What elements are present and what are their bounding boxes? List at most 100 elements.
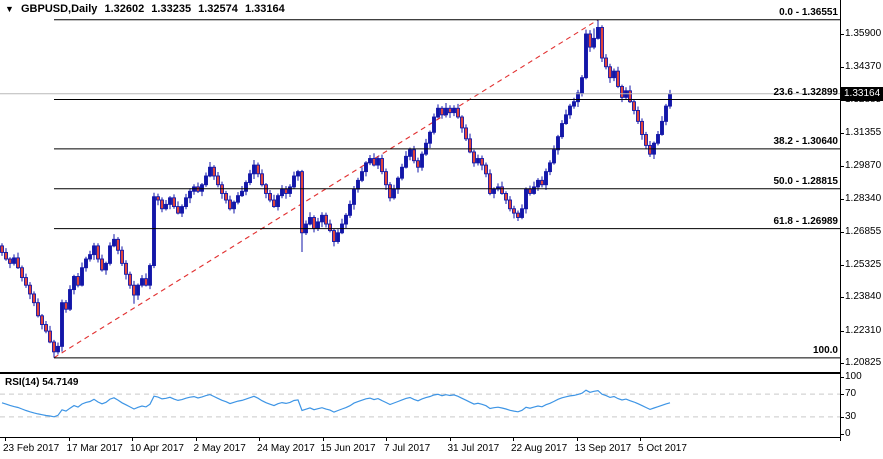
bear-candle (648, 144, 652, 155)
bull-candle (548, 162, 552, 173)
fib-level-label: 100.0 (812, 344, 838, 356)
bull-candle (568, 105, 572, 116)
close-value: 1.33164 (244, 3, 285, 15)
bull-candle (180, 206, 184, 214)
bull-candle (392, 188, 396, 199)
time-axis-label: 7 Jul 2017 (384, 443, 431, 454)
bear-candle (120, 249, 124, 264)
bear-candle (460, 116, 464, 129)
price-chart-canvas[interactable] (0, 0, 841, 374)
bull-candle (364, 162, 368, 173)
bear-candle (36, 302, 40, 317)
bull-candle (408, 149, 412, 157)
bear-candle (96, 245, 100, 260)
bear-candle (284, 188, 288, 194)
price-axis-label: 1.22310 (845, 324, 882, 336)
price-axis-tick (840, 34, 844, 35)
time-axis-label: 17 Mar 2017 (66, 443, 123, 454)
price-axis-label: 1.25325 (845, 259, 882, 270)
price-axis-tick (840, 363, 844, 365)
bull-candle (168, 197, 172, 205)
bear-candle (528, 188, 532, 194)
bear-candle (628, 90, 632, 103)
bull-candle (564, 114, 568, 125)
time-axis-tick (132, 437, 133, 441)
bear-candle (480, 158, 484, 166)
time-axis-label: 2 May 2017 (193, 443, 246, 454)
rsi-axis-tick (840, 416, 844, 418)
rsi-chart-canvas[interactable] (0, 374, 841, 437)
time-axis-tick (259, 437, 260, 441)
bear-candle (508, 199, 512, 210)
bear-candle (100, 258, 104, 271)
bear-candle (484, 164, 488, 175)
bear-candle (632, 101, 636, 111)
bull-candle (552, 149, 556, 164)
bear-candle (616, 70, 620, 87)
fib-level-label: 23.6 - 1.32899 (773, 86, 839, 98)
bull-candle (204, 175, 208, 186)
bear-candle (512, 208, 516, 214)
bull-candle (368, 158, 372, 164)
bear-candle (24, 277, 28, 286)
bear-candle (464, 127, 468, 140)
fib-level-label: 50.0 - 1.28815 (773, 175, 839, 187)
low-value: 1.32574 (198, 3, 238, 15)
bear-candle (160, 199, 164, 210)
bull-candle (296, 171, 300, 177)
symbol-dropdown-icon[interactable]: ▼ (5, 4, 14, 14)
bear-candle (256, 164, 260, 175)
time-axis-tick (322, 437, 324, 441)
bull-candle (200, 184, 204, 192)
bear-candle (48, 330, 52, 343)
bull-candle (348, 203, 352, 216)
bull-candle (148, 265, 152, 286)
bull-candle (560, 123, 564, 138)
bull-candle (208, 166, 212, 177)
time-axis-tick (449, 437, 451, 441)
bull-candle (452, 107, 456, 114)
price-axis-label: 1.31355 (845, 127, 882, 139)
bull-candle (544, 171, 548, 186)
pane-separator[interactable] (0, 372, 841, 374)
time-axis-label: 31 Jul 2017 (447, 443, 500, 454)
bull-candle (356, 179, 360, 190)
time-axis-tick (5, 437, 6, 441)
bull-candle (344, 214, 348, 225)
bull-candle (596, 26, 600, 39)
bull-candle (292, 175, 296, 188)
bull-candle (112, 238, 116, 247)
bull-candle (336, 232, 340, 242)
bear-candle (440, 107, 444, 116)
ohlc-header: ▼ GBPUSD,Daily 1.32602 1.33235 1.32574 1… (5, 3, 289, 15)
bear-candle (456, 107, 460, 118)
bear-candle (620, 85, 624, 98)
bear-candle (600, 26, 604, 59)
bear-candle (608, 66, 612, 79)
bull-candle (288, 186, 292, 194)
time-axis-label: 23 Feb 2017 (3, 443, 60, 454)
bull-candle (404, 155, 408, 168)
price-axis-label: 1.23840 (845, 291, 882, 303)
bear-candle (540, 179, 544, 186)
bull-candle (536, 179, 540, 188)
bull-candle (520, 208, 524, 218)
bear-candle (124, 262, 128, 275)
time-axis-label: 22 Aug 2017 (511, 443, 568, 454)
price-axis-label: 1.28340 (845, 193, 882, 205)
bull-candle (476, 158, 480, 164)
bear-candle (76, 276, 80, 286)
bull-candle (664, 105, 668, 122)
high-value: 1.33235 (151, 3, 192, 15)
bull-candle (248, 173, 252, 183)
bull-candle (400, 166, 404, 179)
bull-candle (240, 190, 244, 197)
bull-candle (104, 262, 108, 271)
time-axis-tick (576, 437, 578, 441)
bull-candle (556, 136, 560, 151)
rsi-pane-bottom-border (0, 437, 841, 438)
bull-candle (656, 134, 660, 144)
bear-candle (412, 149, 416, 162)
bull-candle (232, 201, 236, 210)
fib-trendline[interactable] (53, 19, 599, 359)
